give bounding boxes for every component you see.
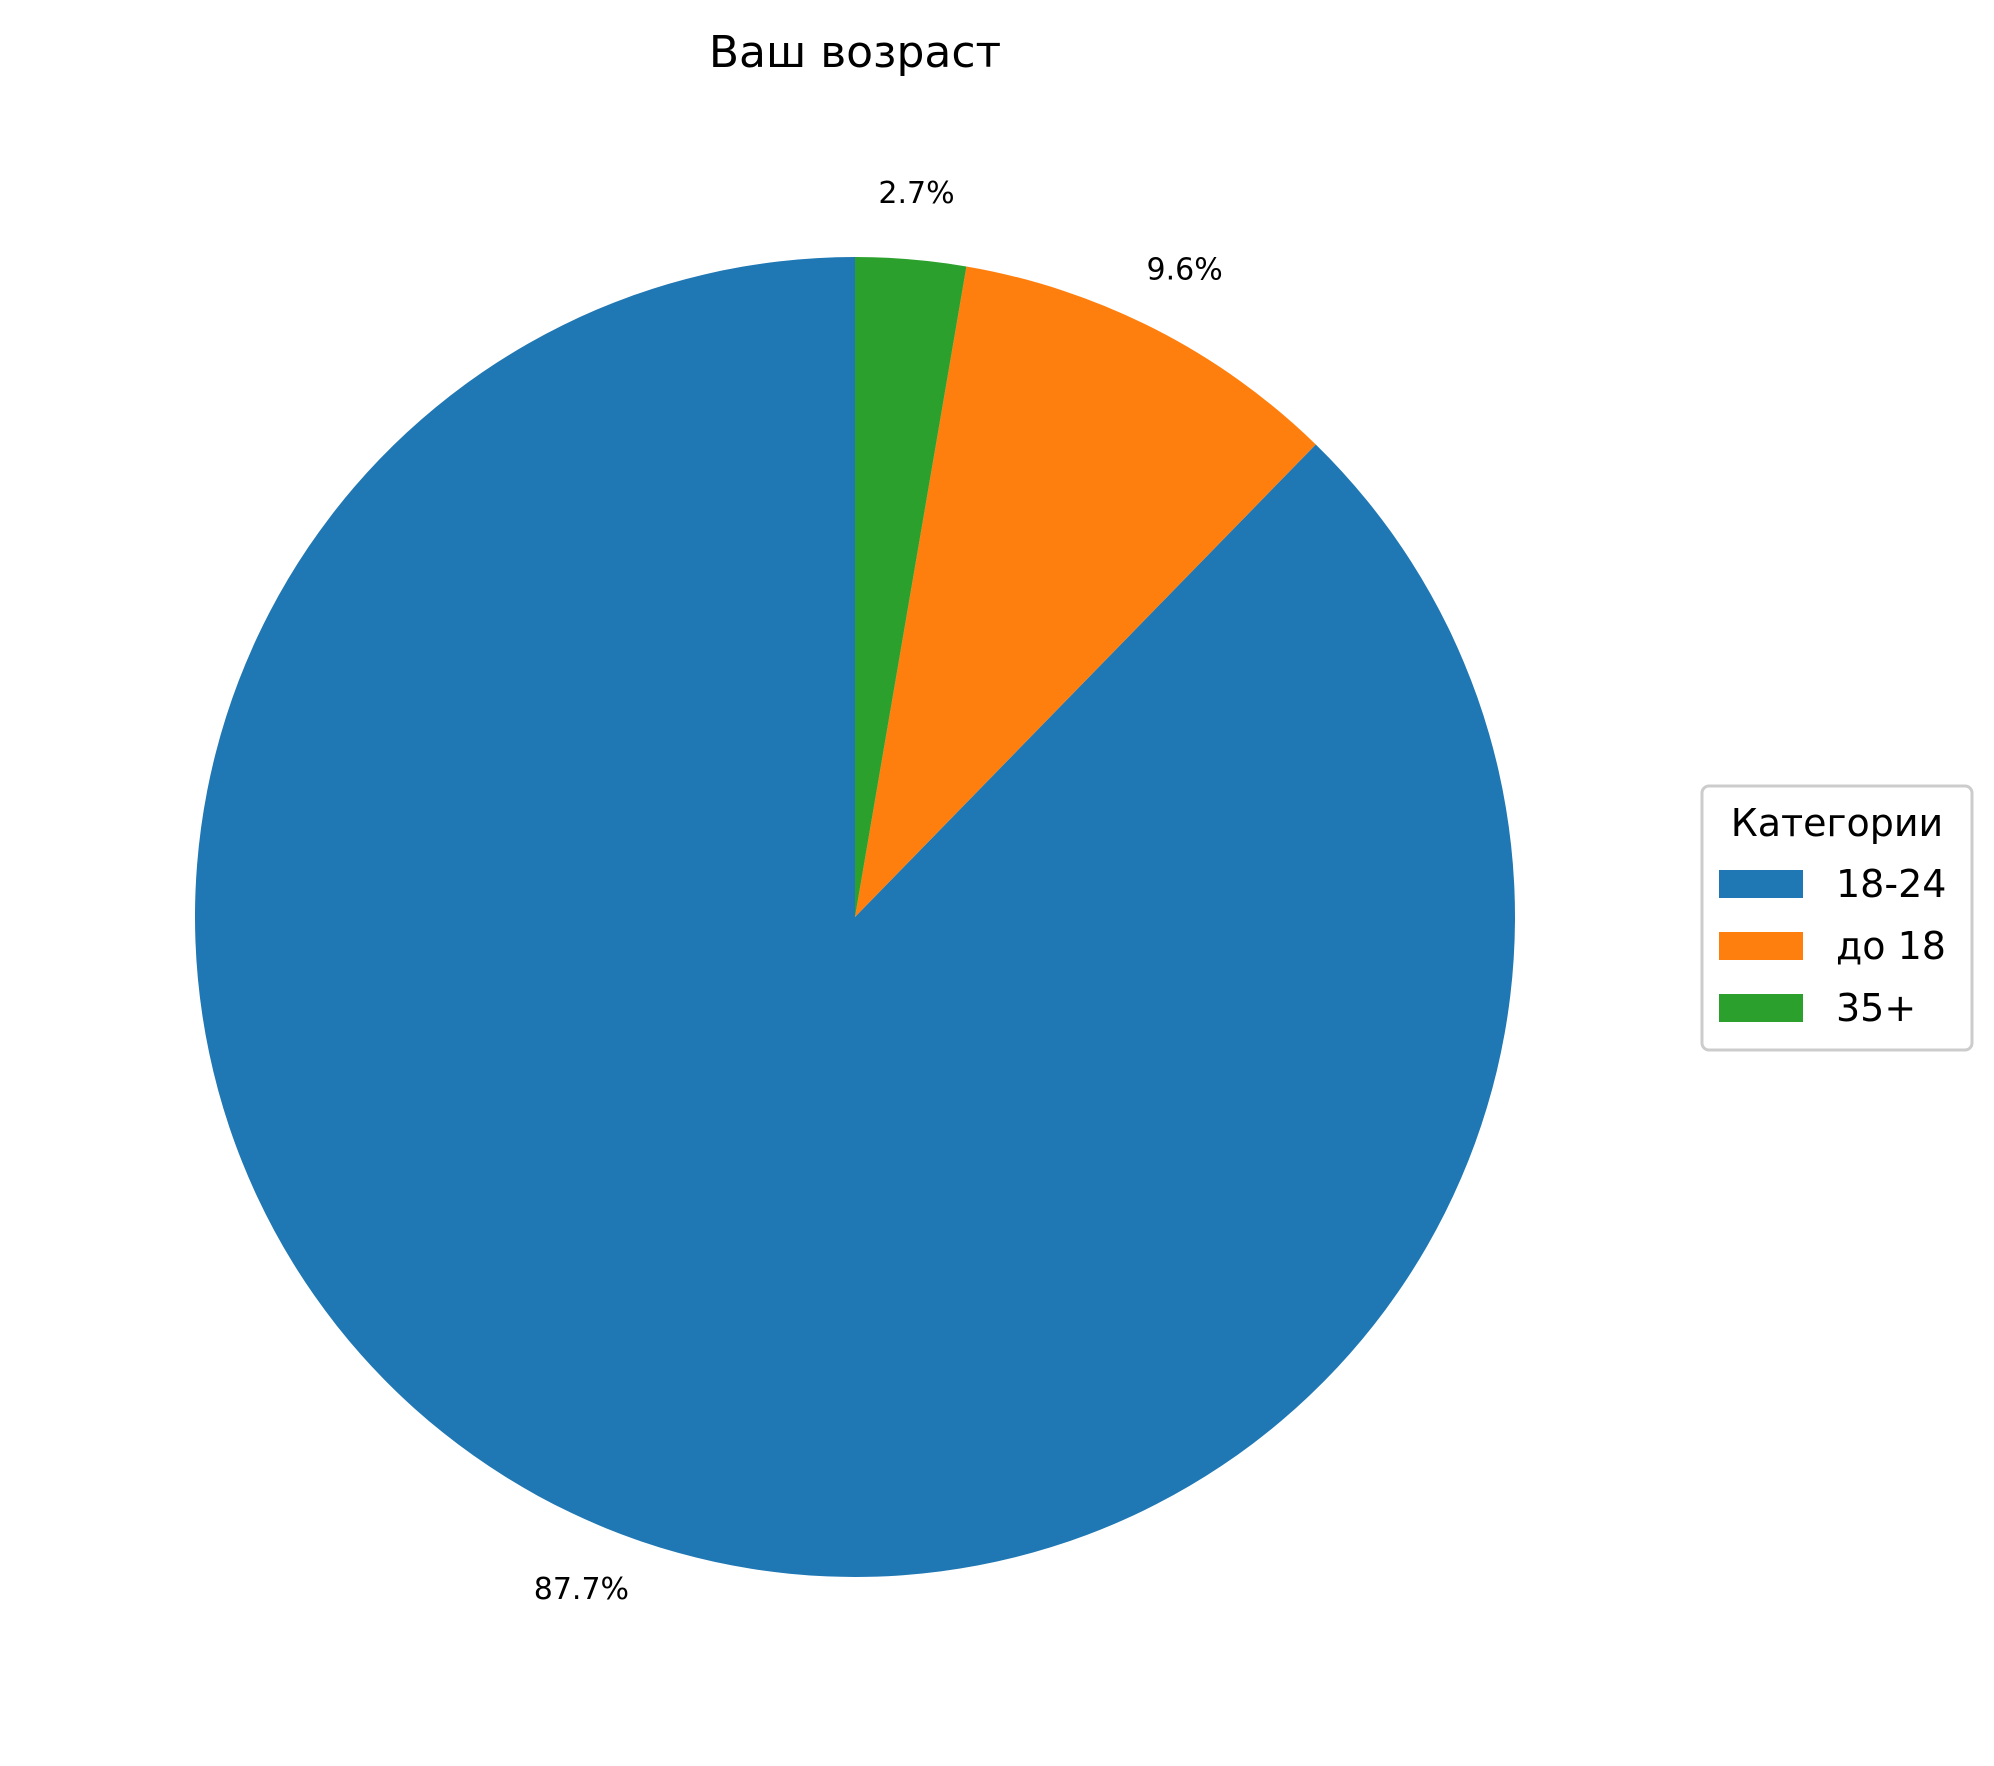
slice-percentage-label: 87.7% [534,1572,629,1607]
pie-slices [194,257,1515,1577]
legend-frame [1700,784,1974,1052]
legend-swatch [1719,932,1803,960]
legend: Категории 18-24 до 18 35+ [1700,784,1974,1052]
legend-label: 18-24 [1836,862,1946,906]
legend-item: до 18 [1719,924,1946,968]
slice-percentage-label: 9.6% [1146,253,1222,288]
legend-swatch [1719,994,1803,1022]
pie-slice [855,266,1316,917]
slice-percentage-label: 2.7% [878,176,954,211]
legend-title: Категории [1731,801,1944,845]
legend-swatch [1719,870,1803,898]
legend-label: 35+ [1836,986,1916,1030]
legend-label: до 18 [1836,924,1946,968]
legend-items: 18-24 до 18 35+ [1719,862,1946,1030]
legend-item: 18-24 [1719,862,1946,906]
pie-slice [855,257,967,917]
pie-slice [194,257,1515,1577]
percentage-labels: 87.7% 9.6% 2.7% [534,176,1223,1607]
legend-item: 35+ [1719,986,1916,1030]
chart-title: Ваш возраст [709,27,1001,78]
